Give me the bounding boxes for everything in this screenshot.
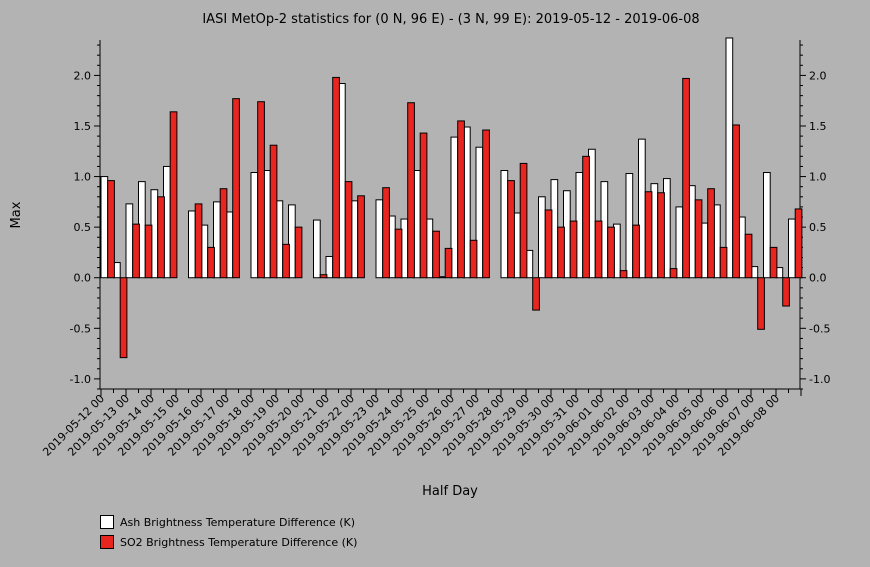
so2-bar [732, 124, 740, 279]
ash-bar [788, 218, 796, 279]
so2-bar [457, 120, 465, 279]
so2-bar [644, 191, 653, 279]
so2-bar [382, 187, 390, 279]
y-axis-label: Max [9, 201, 24, 228]
so2-bar [569, 220, 578, 279]
x-axis-label: Half Day [422, 484, 478, 499]
so2-bar [332, 76, 340, 279]
y-tick-label-left: 0.5 [74, 221, 92, 234]
so2-bar [757, 277, 765, 330]
so2-bar [519, 162, 528, 279]
so2-bar [682, 77, 690, 279]
so2-bar [219, 188, 228, 279]
legend-swatch-ash [100, 515, 114, 529]
so2-bar [707, 188, 715, 279]
so2-bar [357, 195, 365, 279]
so2-bar [769, 246, 778, 279]
legend: Ash Brightness Temperature Difference (K… [100, 512, 357, 552]
so2-bar [232, 98, 240, 279]
so2-bar [657, 192, 665, 279]
so2-bar [257, 101, 265, 279]
ash-bar [500, 170, 509, 279]
y-tick-label-left: 2.0 [74, 69, 92, 82]
ash-bar [763, 172, 771, 279]
so2-bar [619, 270, 628, 279]
legend-item-so2: SO2 Brightness Temperature Difference (K… [100, 532, 357, 552]
y-tick-label-left: 0.0 [74, 272, 92, 285]
ash-bar [375, 199, 384, 279]
y-tick-label-right: -0.5 [809, 322, 830, 335]
so2-bar [669, 268, 678, 279]
y-tick-label-left: 1.0 [74, 171, 92, 184]
bars [100, 37, 803, 359]
ash-bar [250, 172, 259, 279]
y-tick-label-right: 2.0 [809, 69, 827, 82]
ash-bar [313, 219, 321, 279]
so2-bar [582, 155, 590, 279]
so2-bar [169, 111, 178, 279]
so2-bar [319, 274, 328, 279]
axes: -1.0 -1.0 -0.5 -0.5 0.0 0.0 0.5 0.5 1.0 1.0 1.5 1.5… [40, 40, 830, 459]
y-tick-label-right: 1.5 [809, 120, 827, 133]
so2-bar [394, 228, 403, 279]
legend-swatch-so2 [100, 535, 114, 549]
so2-bar [694, 199, 703, 279]
so2-bar [557, 226, 565, 279]
ash-bar [100, 176, 109, 279]
so2-bar [294, 226, 303, 279]
so2-bar [119, 277, 128, 359]
so2-bar [594, 220, 603, 279]
ash-bar [675, 206, 684, 279]
y-tick-label-left: -1.0 [70, 373, 91, 386]
y-tick-label-right: 1.0 [809, 171, 827, 184]
so2-bar [269, 144, 278, 279]
so2-bar [344, 181, 353, 279]
so2-bar [794, 208, 803, 279]
so2-bar [432, 230, 440, 279]
so2-bar [132, 223, 140, 279]
ash-bar [188, 210, 196, 279]
so2-bar [444, 247, 453, 279]
ash-bar [538, 196, 546, 279]
ash-bar [125, 203, 134, 279]
so2-bar [632, 224, 640, 279]
so2-bar [419, 132, 428, 279]
chart-title: IASI MetOp-2 statistics for (0 N, 96 E) … [202, 12, 699, 27]
legend-label-ash: Ash Brightness Temperature Difference (K… [120, 515, 355, 529]
so2-bar [282, 243, 290, 279]
y-tick-label-right: 0.0 [809, 272, 827, 285]
so2-bar [607, 226, 615, 279]
so2-bar [744, 233, 753, 279]
legend-item-ash: Ash Brightness Temperature Difference (K… [100, 512, 357, 532]
so2-bar [157, 196, 165, 279]
so2-bar [782, 277, 790, 307]
legend-label-so2: SO2 Brightness Temperature Difference (K… [120, 535, 358, 549]
so2-bar [207, 246, 215, 279]
so2-bar [194, 203, 203, 279]
so2-bar [719, 246, 728, 279]
y-tick-label-right: -1.0 [809, 373, 830, 386]
so2-bar [407, 102, 415, 279]
so2-bar [532, 277, 540, 311]
so2-bar [482, 129, 490, 279]
so2-bar [144, 224, 153, 279]
so2-bar [469, 239, 478, 279]
y-tick-label-left: 1.5 [74, 120, 92, 133]
ash-bar [725, 37, 734, 279]
y-tick-label-left: -0.5 [70, 322, 91, 335]
so2-bar [544, 209, 553, 279]
so2-bar [507, 180, 515, 279]
y-tick-label-right: 0.5 [809, 221, 827, 234]
so2-bar [107, 180, 115, 279]
ash-bar [625, 173, 634, 279]
